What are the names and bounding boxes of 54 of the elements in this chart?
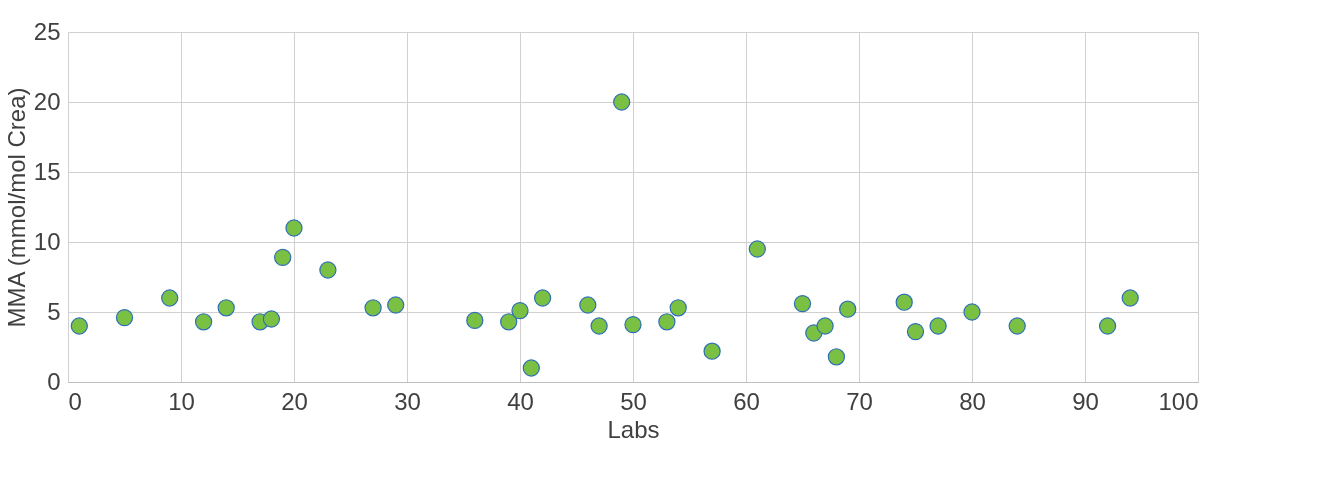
point [533, 289, 552, 307]
x-tick-label: 0 [68, 387, 82, 415]
x-tick-label: 30 [394, 387, 421, 415]
x-tick-label: 90 [1072, 387, 1099, 415]
point [963, 303, 981, 321]
point [1008, 317, 1026, 335]
x-axis-title: Labs [607, 415, 660, 443]
x-tick-label: 10 [168, 387, 195, 415]
point [285, 219, 303, 237]
point [194, 313, 213, 331]
x-tick-label: 20 [281, 387, 308, 415]
y-tick-label: 0 [47, 367, 61, 395]
point [500, 313, 518, 331]
y-tick-label: 5 [47, 297, 61, 325]
point [387, 296, 405, 314]
point [522, 359, 540, 377]
point [579, 296, 597, 314]
point [748, 240, 766, 258]
y-tick-label: 25 [33, 17, 61, 45]
point [70, 317, 88, 335]
x-tick-label: 70 [846, 387, 873, 415]
point [669, 299, 687, 317]
point [115, 308, 134, 327]
point [590, 317, 608, 335]
point [613, 93, 631, 111]
y-axis-title: MMA (mmol/mol Crea) [2, 87, 30, 328]
point [895, 293, 913, 311]
point [466, 311, 484, 330]
y-tick-label: 20 [33, 87, 61, 115]
y-tick-label: 10 [33, 227, 61, 255]
point [262, 310, 281, 328]
x-tick-label: 100 [1158, 387, 1199, 415]
point [839, 300, 857, 318]
point [1121, 289, 1139, 307]
point [511, 301, 529, 320]
point [274, 248, 292, 267]
point [793, 294, 812, 313]
point [703, 342, 721, 360]
point [658, 313, 676, 331]
x-tick-label: 40 [507, 387, 534, 415]
point [827, 348, 846, 366]
x-tick-label: 80 [959, 387, 986, 415]
point [929, 317, 947, 335]
y-tick-label: 15 [33, 157, 61, 185]
point [906, 322, 925, 341]
point [1098, 317, 1117, 335]
point [624, 315, 642, 334]
point [816, 317, 834, 335]
point [161, 289, 179, 307]
point [217, 299, 235, 317]
point [319, 261, 337, 279]
point [364, 299, 382, 317]
x-tick-label: 60 [733, 387, 760, 415]
x-tick-label: 50 [620, 387, 647, 415]
